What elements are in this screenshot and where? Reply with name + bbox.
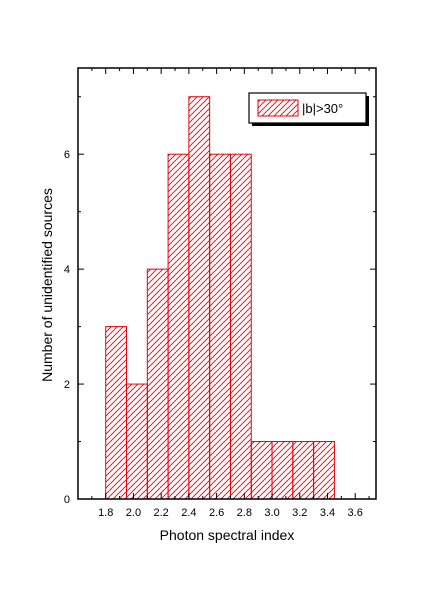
- x-tick-label: 3.0: [264, 507, 279, 519]
- histogram-bar: [167, 153, 190, 500]
- y-axis-title: Number of unidentified sources: [39, 188, 55, 382]
- x-tick-label: 3.2: [292, 507, 307, 519]
- histogram-bar: [146, 268, 169, 500]
- y-tick-label: 0: [64, 494, 70, 506]
- histogram-bar: [229, 153, 252, 500]
- y-tick-labels: 0 2 4 6: [64, 149, 70, 506]
- x-tick-label: 3.4: [320, 507, 335, 519]
- x-tick-label: 3.6: [348, 507, 363, 519]
- histogram-bar: [250, 441, 273, 500]
- x-tick-label: 2.4: [181, 507, 196, 519]
- x-tick-label: 2.6: [209, 507, 224, 519]
- x-tick-labels: 1.8 2.0 2.2 2.4 2.6 2.8 3.0 3.2 3.4 3.6: [98, 507, 363, 519]
- histogram-bar: [271, 441, 294, 500]
- x-axis-title: Photon spectral index: [160, 527, 295, 543]
- legend-label: |b|>30°: [302, 101, 343, 116]
- x-tick-label: 2.8: [237, 507, 252, 519]
- y-tick-label: 4: [64, 264, 70, 276]
- plot-area-frame: [77, 67, 377, 500]
- legend: |b|>30°: [248, 92, 369, 126]
- y-tick-label: 6: [64, 149, 70, 161]
- histogram-bar: [209, 153, 231, 500]
- histogram-bar: [126, 383, 148, 500]
- histogram-bar: [292, 441, 315, 500]
- histogram-bar: [105, 326, 128, 500]
- axis-ticks: [78, 68, 376, 500]
- legend-swatch: [257, 99, 299, 117]
- histogram-bar: [313, 441, 335, 500]
- x-tick-label: 2.0: [126, 507, 141, 519]
- histogram-bars: [105, 96, 335, 500]
- histogram-bar: [188, 96, 211, 500]
- x-tick-label: 2.2: [154, 507, 169, 519]
- y-tick-label: 2: [64, 379, 70, 391]
- x-tick-label: 1.8: [98, 507, 113, 519]
